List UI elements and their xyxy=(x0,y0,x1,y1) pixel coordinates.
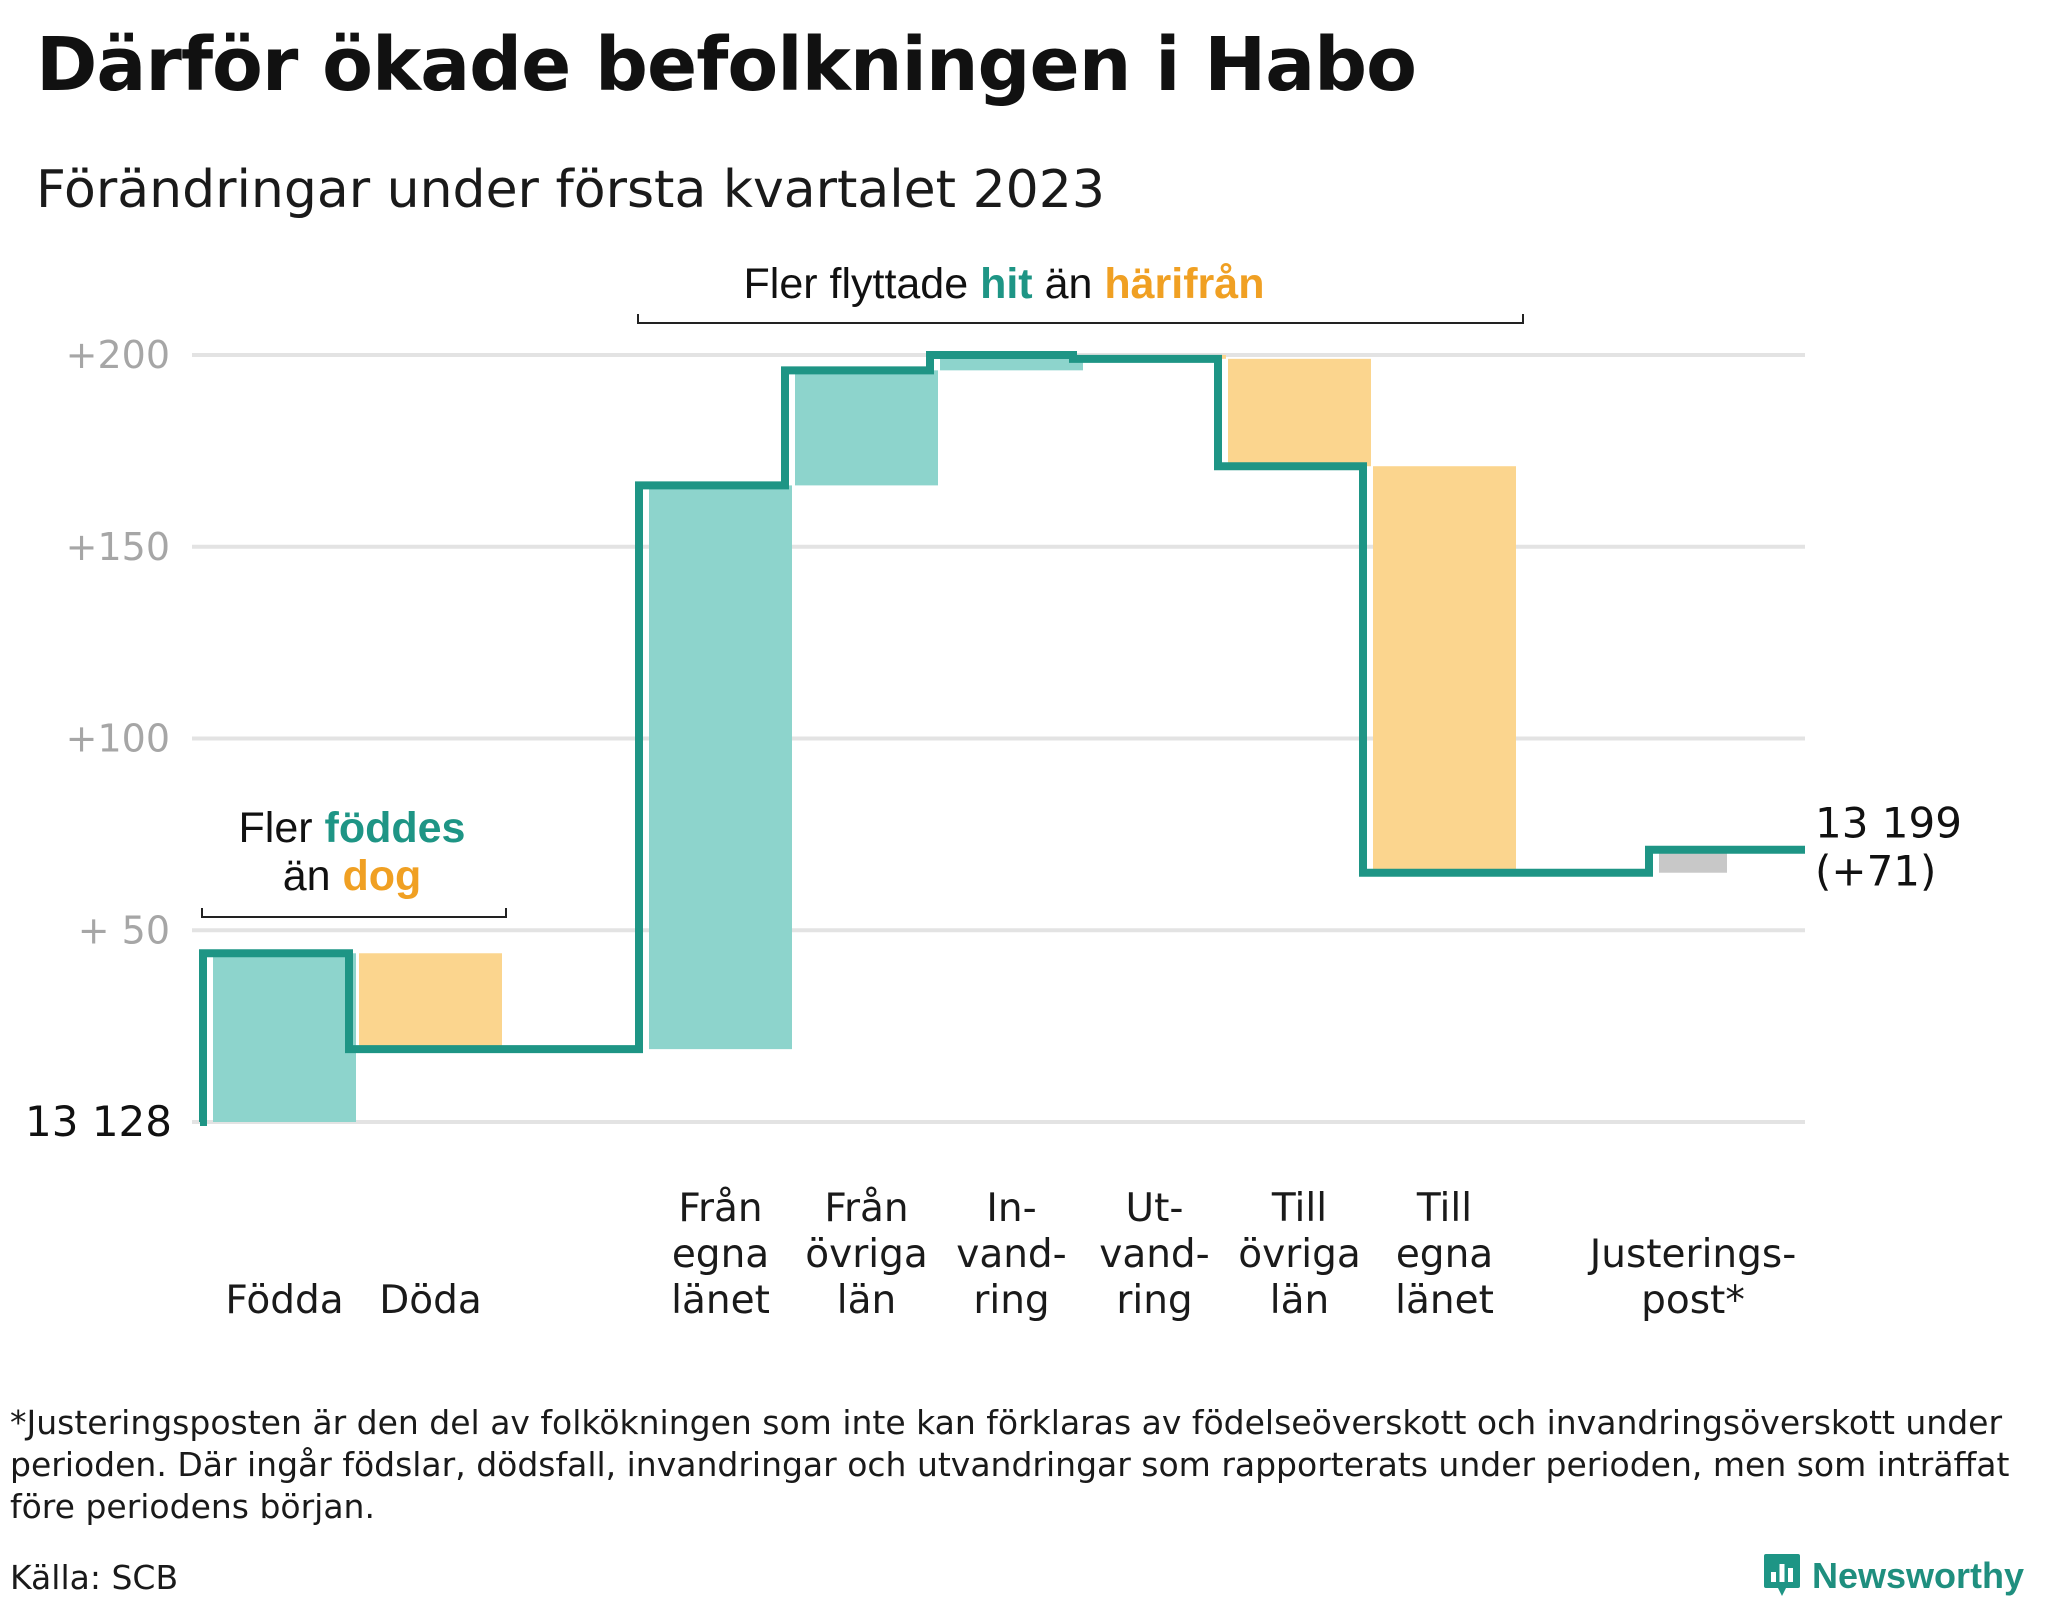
category-label: In-vand-ring xyxy=(956,1186,1067,1323)
births-bracket xyxy=(201,908,507,918)
moves-bracket xyxy=(637,314,1524,324)
bar-increase xyxy=(795,370,938,486)
chart-subtitle: Förändringar under första kvartalet 2023 xyxy=(36,160,1105,220)
category-label: Justerings-post* xyxy=(1587,1232,1797,1323)
moves-annotation: Fler flyttade hit än härifrån xyxy=(744,260,1265,308)
y-axis-ticks: + 50 +100 +150 +200 13 128 13 199(+71) xyxy=(25,333,1962,1146)
start-value-label: 13 128 xyxy=(25,1097,172,1146)
brand-logo: Newsworthy xyxy=(1762,1552,2024,1600)
y-tick-label: +100 xyxy=(66,717,170,761)
category-label: Till övriga län xyxy=(1238,1186,1360,1323)
bar-decrease xyxy=(1228,358,1371,467)
births-annotation-line2: än dog xyxy=(283,852,422,900)
end-change-label: (+71) xyxy=(1815,847,1936,896)
bar-increase xyxy=(649,485,792,1050)
brand-name: Newsworthy xyxy=(1811,1555,2024,1596)
end-value-label: 13 199 xyxy=(1815,799,1962,848)
births-annotation-line1: Fler föddes xyxy=(239,804,466,852)
category-label: Döda xyxy=(379,1278,482,1323)
bar-increase xyxy=(213,953,356,1122)
waterfall-chart: + 50 +100 +150 +200 13 128 13 199(+71) Födda D… xyxy=(25,260,1962,1323)
footnote: *Justeringsposten är den del av folkökni… xyxy=(10,1403,2010,1526)
running-total-line xyxy=(199,351,1805,1126)
category-label: Födda xyxy=(225,1278,343,1323)
category-label: Från övriga län xyxy=(805,1186,927,1323)
running-total-path xyxy=(199,351,1805,1126)
y-tick-label: + 50 xyxy=(78,908,170,952)
chart-title: Därför ökade befolkningen i Habo xyxy=(36,22,1417,108)
y-tick-label: +200 xyxy=(66,333,170,377)
category-label: Till egna länet xyxy=(1395,1186,1494,1323)
bar-decrease xyxy=(359,953,502,1050)
category-label: Ut-vand-ring xyxy=(1099,1186,1210,1323)
category-label: Från egna länet xyxy=(671,1186,770,1323)
newsworthy-logo-icon xyxy=(1763,1554,1800,1596)
bar-decrease xyxy=(1373,466,1516,873)
y-tick-label: +150 xyxy=(66,525,170,569)
bar-adjustment xyxy=(1659,849,1727,873)
source-label: Källa: SCB xyxy=(10,1558,179,1597)
category-labels: Födda Döda Från egna länet Från övriga län In-va… xyxy=(225,1186,1796,1323)
